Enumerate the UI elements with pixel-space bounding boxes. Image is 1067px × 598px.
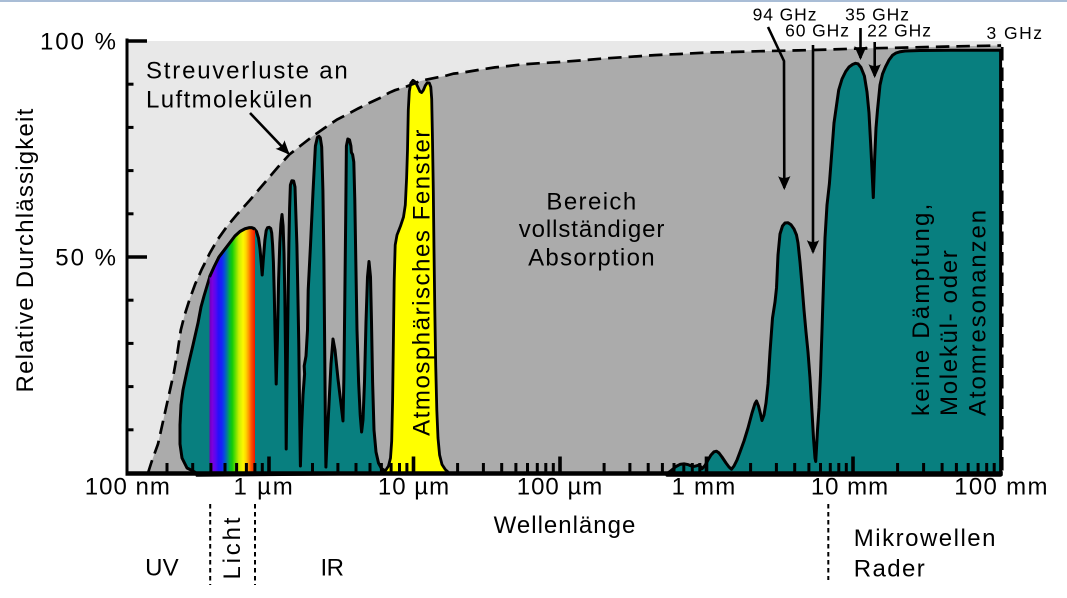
svg-text:100 µm: 100 µm bbox=[517, 474, 604, 501]
svg-text:3 GHz: 3 GHz bbox=[986, 23, 1043, 43]
svg-text:Rader: Rader bbox=[854, 556, 926, 583]
svg-text:22 GHz: 22 GHz bbox=[867, 21, 932, 41]
svg-text:10 µm: 10 µm bbox=[378, 474, 450, 501]
svg-text:Mikrowellen: Mikrowellen bbox=[854, 525, 997, 552]
svg-text:Relative Durchlässigkeit: Relative Durchlässigkeit bbox=[12, 108, 39, 393]
svg-text:Bereich: Bereich bbox=[546, 189, 637, 216]
svg-text:Licht: Licht bbox=[219, 515, 246, 580]
svg-text:keine Dämpfung,: keine Dämpfung, bbox=[908, 202, 935, 416]
svg-text:Wellenlänge: Wellenlänge bbox=[494, 512, 637, 539]
svg-text:94 GHz: 94 GHz bbox=[753, 5, 818, 25]
svg-text:10 mm: 10 mm bbox=[811, 474, 889, 501]
svg-text:100 mm: 100 mm bbox=[954, 474, 1049, 501]
svg-text:100 %: 100 % bbox=[40, 29, 118, 56]
svg-text:35 GHz: 35 GHz bbox=[845, 5, 910, 25]
svg-text:100 nm: 100 nm bbox=[85, 474, 171, 501]
svg-text:Streuverluste an: Streuverluste an bbox=[146, 58, 350, 85]
svg-text:Atomresonanzen: Atomresonanzen bbox=[965, 208, 992, 416]
svg-text:Luftmolekülen: Luftmolekülen bbox=[146, 87, 314, 114]
svg-text:1 µm: 1 µm bbox=[233, 474, 294, 501]
svg-text:50 %: 50 % bbox=[55, 245, 118, 272]
svg-text:UV: UV bbox=[145, 555, 179, 582]
svg-text:Absorption: Absorption bbox=[528, 245, 656, 272]
svg-text:1 mm: 1 mm bbox=[672, 474, 737, 501]
svg-text:Molekül- oder: Molekül- oder bbox=[936, 249, 963, 417]
svg-text:vollständiger: vollständiger bbox=[519, 216, 665, 243]
svg-text:IR: IR bbox=[321, 555, 344, 582]
svg-text:60 GHz: 60 GHz bbox=[785, 21, 850, 41]
svg-text:Atmosphärisches Fenster: Atmosphärisches Fenster bbox=[409, 128, 436, 436]
